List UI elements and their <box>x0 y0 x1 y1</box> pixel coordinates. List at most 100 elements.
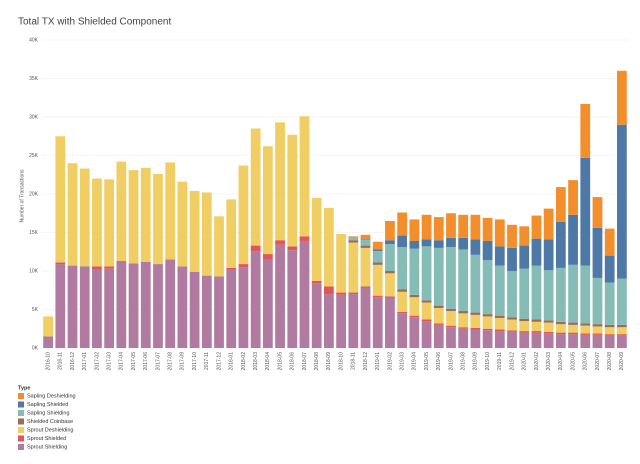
bar-segment <box>617 334 627 336</box>
x-tick-label: 2017-06 <box>143 352 149 371</box>
bar-segment <box>250 251 261 348</box>
x-tick-label: 2020-05 <box>570 352 576 371</box>
x-tick-label: 2019-11 <box>497 352 503 370</box>
bar-segment <box>470 327 481 330</box>
bar-segment <box>67 163 78 266</box>
bar-segment <box>592 333 603 335</box>
bar-segment <box>360 239 371 246</box>
x-tick-label: 2019-01 <box>375 352 381 371</box>
bar-segment <box>482 217 493 241</box>
bar-segment <box>555 267 566 322</box>
bar-segment <box>201 275 212 348</box>
bar-segment <box>385 271 395 274</box>
x-tick-label: 2016-12 <box>70 352 76 371</box>
bar-segment <box>397 235 408 248</box>
y-tick-label: 0K <box>32 345 39 351</box>
x-tick-label: 2017-10 <box>192 352 198 371</box>
bar-segment <box>385 296 395 298</box>
bar-segment <box>519 332 530 348</box>
bar-segment <box>55 136 66 263</box>
bar-segment <box>360 247 371 287</box>
bar-segment <box>604 282 615 325</box>
bar-segment <box>531 332 542 348</box>
bar-segment <box>555 187 566 222</box>
x-tick-label: 2019-10 <box>485 352 491 371</box>
bar-segment <box>519 226 530 246</box>
legend-swatch <box>18 444 24 450</box>
bar-segment <box>372 250 383 263</box>
bar-segment <box>531 319 542 322</box>
bar-segment <box>543 320 554 323</box>
bar-segment <box>140 261 151 348</box>
bar-segment <box>580 325 591 334</box>
legend-label: Sprout Deshielding <box>27 427 73 433</box>
bar-segment <box>494 317 505 330</box>
x-tick-label: 2018-08 <box>314 352 320 371</box>
x-tick-label: 2019-12 <box>509 352 515 371</box>
bar-segment <box>360 238 371 240</box>
x-tick-label: 2020-04 <box>558 352 564 371</box>
bar-segment <box>519 318 530 322</box>
bar-segment <box>555 221 566 268</box>
bar-segment <box>458 311 469 314</box>
x-tick-label: 2018-04 <box>265 352 271 371</box>
bar-segment <box>177 266 188 348</box>
x-tick-label: 2017-09 <box>180 352 186 371</box>
bar-segment <box>92 269 102 348</box>
legend-title: Type <box>18 385 30 391</box>
legend-label: Sapling Shielded <box>27 402 68 408</box>
bar-segment <box>336 294 346 348</box>
bar-segment <box>397 311 408 314</box>
bar-segment <box>43 316 53 337</box>
bar-segment <box>79 168 90 267</box>
bar-segment <box>519 331 530 333</box>
bar-segment <box>494 329 505 332</box>
bar-segment <box>287 134 298 247</box>
bar-segment <box>311 283 322 348</box>
bar-segment <box>446 247 456 309</box>
bar-segment <box>458 249 469 312</box>
x-tick-label: 2019-05 <box>424 352 430 371</box>
bar-segment <box>104 266 115 269</box>
bar-segment <box>153 173 163 265</box>
bar-segment <box>482 328 493 331</box>
bar-segment <box>494 219 505 247</box>
bar-segment <box>55 264 66 348</box>
bar-segment <box>238 267 249 348</box>
x-tick-label: 2020-09 <box>619 352 625 371</box>
bar-segment <box>617 278 627 325</box>
bar-segment <box>507 247 517 271</box>
bar-segment <box>568 214 578 265</box>
bar-segment <box>604 228 615 256</box>
bar-segment <box>275 240 285 245</box>
bar-segment <box>421 300 432 303</box>
bar-segment <box>482 260 493 315</box>
bar-segment <box>409 294 420 298</box>
bar-segment <box>604 334 615 336</box>
bar-segment <box>470 214 481 240</box>
bar-segment <box>604 327 615 335</box>
bar-segment <box>470 329 481 348</box>
bar-segment <box>348 240 359 243</box>
bar-segment <box>580 157 591 266</box>
bar-segment <box>604 255 615 283</box>
bar-segment <box>275 244 285 348</box>
x-tick-label: 2019-02 <box>387 352 393 371</box>
bar-segment <box>580 323 591 326</box>
bar-segment <box>189 190 200 272</box>
bar-segment <box>262 254 273 260</box>
x-tick-label: 2020-07 <box>595 352 601 371</box>
x-tick-label: 2018-01 <box>229 352 235 371</box>
x-tick-label: 2020-08 <box>607 352 613 371</box>
bar-segment <box>446 311 456 326</box>
bar-segment <box>470 239 481 255</box>
bar-segment <box>201 192 212 276</box>
legend-swatch <box>18 393 24 399</box>
x-tick-label: 2019-06 <box>436 352 442 371</box>
legend-label: Sprout Shielded <box>27 436 66 442</box>
x-tick-label: 2020-01 <box>522 352 528 371</box>
bar-segment <box>311 281 322 284</box>
bar-segment <box>531 265 542 320</box>
bar-segment <box>421 319 432 322</box>
legend-swatch <box>18 435 24 442</box>
